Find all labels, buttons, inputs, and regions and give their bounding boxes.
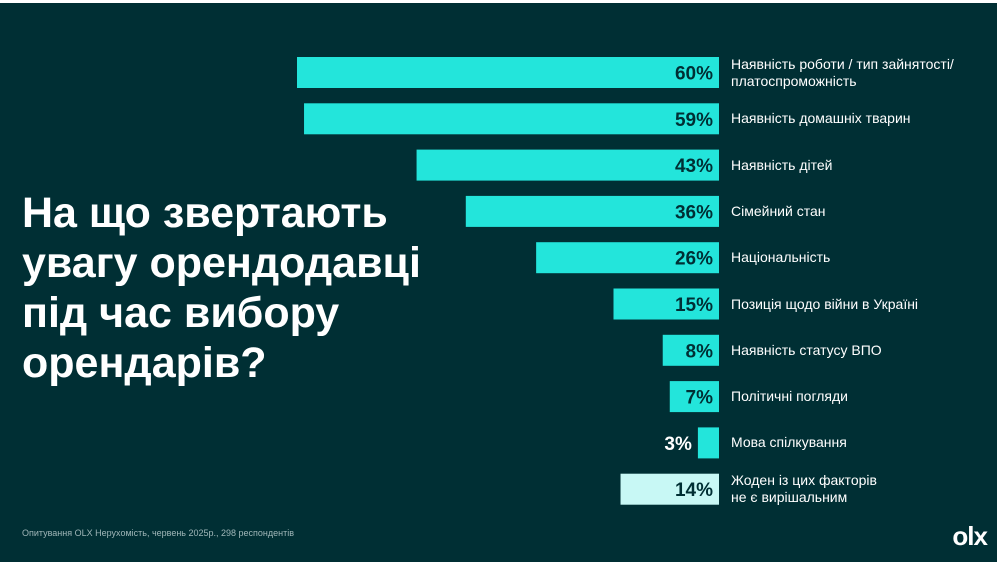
category-label-line: платоспроможність (731, 72, 857, 89)
bar-5 (536, 242, 719, 274)
category-label-6: Позиція щодо війни в Україні (731, 296, 981, 313)
bar-6 (613, 288, 719, 320)
category-label-line: Наявність домашніх тварин (731, 110, 911, 127)
bar-value-label-1: 60% (675, 64, 713, 85)
bar-value-label-9: 3% (664, 434, 692, 455)
category-label-line: Національність (731, 249, 831, 266)
title-line-2: увагу орендодавці (22, 239, 421, 287)
title-line-3: під час вибору (22, 289, 340, 337)
category-label-8: Політичні погляди (731, 388, 981, 405)
bar-4 (465, 195, 719, 227)
category-label-9: Мова спілкування (731, 434, 981, 451)
category-label-line: не є вирішальним (731, 489, 848, 506)
category-label-line: Політичні погляди (731, 388, 848, 405)
bar-7 (662, 334, 719, 366)
category-label-7: Наявність статусу ВПО (731, 342, 981, 359)
title-line-4: орендарів? (22, 339, 267, 387)
bar-2 (304, 103, 719, 135)
category-label-line: Наявність статусу ВПО (731, 341, 882, 358)
category-label-line: Наявність дітей (731, 156, 833, 173)
category-label-line: Позиція щодо війни в Україні (731, 295, 919, 312)
bar-value-label-6: 15% (675, 295, 713, 316)
category-label-line: Сімейний стан (731, 202, 826, 219)
bar-value-label-10: 14% (675, 480, 713, 501)
category-label-1: Наявність роботи / тип зайнятості/платос… (731, 56, 981, 90)
bar-10 (620, 473, 719, 505)
bar-8 (669, 381, 719, 413)
bar-value-label-4: 36% (675, 202, 713, 223)
bar-value-label-2: 59% (675, 110, 713, 131)
bar-value-label-5: 26% (675, 249, 713, 270)
slide: На що звертають увагу орендодавці під ча… (0, 3, 997, 562)
bar-value-label-7: 8% (686, 341, 714, 362)
bar-9 (697, 427, 719, 459)
bar-value-label-8: 7% (686, 388, 714, 409)
bar-value-label-3: 43% (675, 156, 713, 177)
category-label-line: Жоден із цих факторів (731, 472, 877, 489)
category-label-5: Національність (731, 249, 981, 266)
category-label-4: Сімейний стан (731, 203, 981, 220)
bar-3 (416, 149, 719, 181)
bar-chart: 60% 59% 43% 36% 26% 15% 8% 7% 3% 14% (297, 57, 719, 505)
category-label-line: Наявність роботи / тип зайнятості/ (731, 55, 954, 72)
category-label-10: Жоден із цих факторів не є вирішальним (731, 472, 981, 506)
footnote: Опитування OLX Нерухомість, червень 2025… (22, 528, 295, 538)
category-label-2: Наявність домашніх тварин (731, 110, 981, 127)
olx-logo: olx (952, 521, 988, 551)
bar-1 (297, 57, 719, 88)
title-line-1: На що звертають (22, 189, 388, 237)
page-title: На що звертають увагу орендодавці під ча… (22, 188, 462, 388)
category-label-3: Наявність дітей (731, 157, 981, 174)
category-label-line: Мова спілкування (731, 434, 847, 451)
